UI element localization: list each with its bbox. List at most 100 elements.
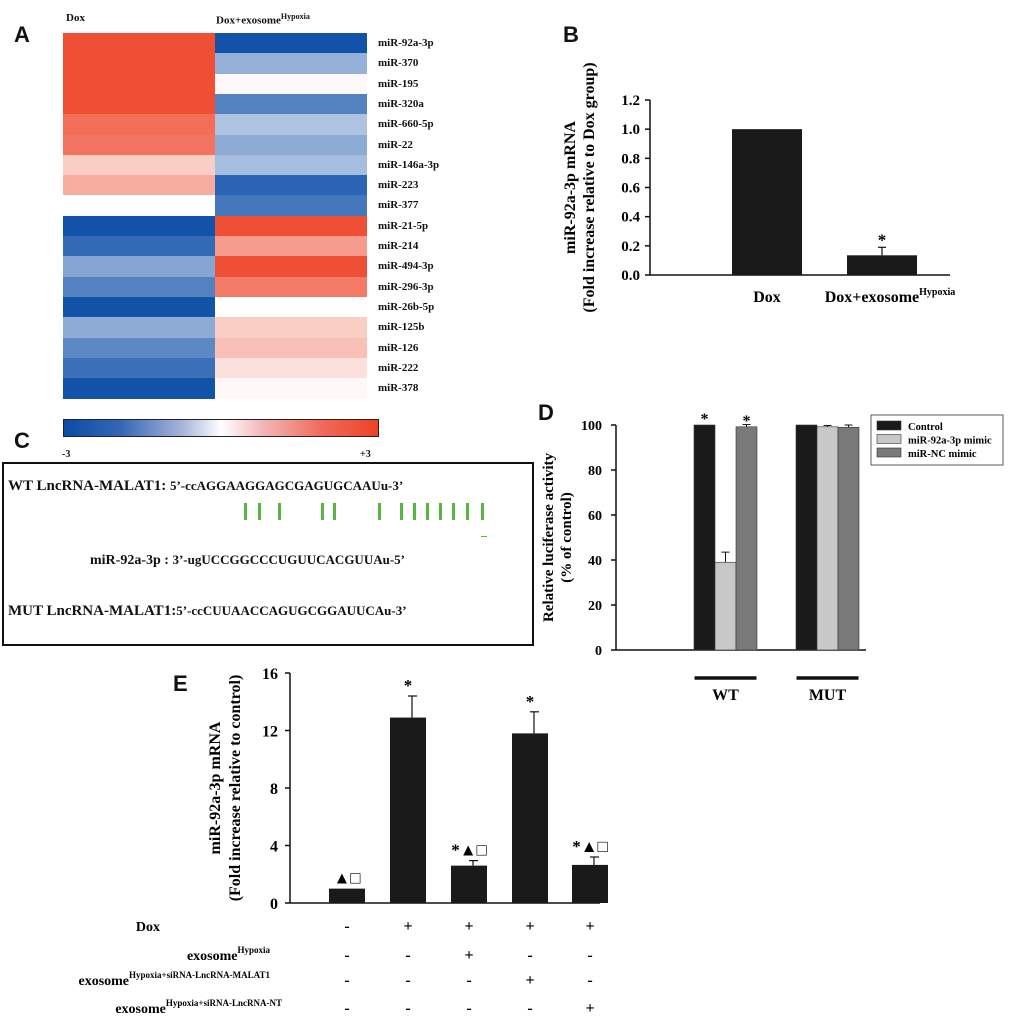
base-pair-line (481, 503, 484, 520)
significance-mark: * (878, 230, 887, 249)
condition-sign: - (405, 1000, 410, 1017)
condition-sign: + (464, 918, 473, 935)
bar (329, 888, 365, 903)
heatmap-cell (63, 195, 215, 217)
heatmap-cell (63, 357, 215, 379)
heatmap-cell (63, 296, 215, 318)
chart-e: 0 4 8 12 16 ▲□ * *▲□ * *▲□ miR-92a-3p mRNA (Fold in… (78, 666, 608, 1017)
category-label: Dox (753, 289, 781, 306)
mut-sequence-label: MUT LncRNA-MALAT1: (8, 603, 177, 619)
tick-label-y: 80 (588, 464, 602, 479)
color-scale-min-label: -3 (62, 449, 71, 460)
heatmap-cell (63, 256, 215, 278)
heatmap-row-label: miR-370 (378, 57, 419, 70)
mut-sequence: 5’-ccCUUAACCAGUGCGGAUUCAu-3’ (176, 603, 407, 618)
base-pair-line (400, 503, 403, 520)
condition-sign: - (466, 1000, 471, 1017)
heatmap-row-label: miR-195 (378, 77, 419, 90)
base-pair-line (321, 503, 324, 520)
tick-label-y: 0.0 (621, 268, 640, 284)
heatmap-cell (63, 317, 215, 339)
color-scale-max-label: +3 (360, 449, 371, 460)
bar (512, 733, 548, 903)
condition-sign: + (585, 1000, 594, 1017)
bar (795, 424, 818, 651)
condition-sign: + (585, 918, 594, 935)
heatmap-cell (63, 93, 215, 115)
tick-label-y: 0 (595, 644, 602, 659)
tick-label-y: 8 (270, 781, 278, 798)
tick-label-y: 0.8 (621, 151, 640, 167)
heatmap-cell (215, 378, 367, 399)
heatmap-cell (215, 256, 367, 278)
heatmap-row-label: miR-26b-5p (378, 300, 435, 313)
significance-mark: * (404, 676, 413, 695)
condition-sign: - (527, 1000, 532, 1017)
base-pair-line (244, 503, 247, 520)
panel-letter-a: A (14, 22, 30, 47)
condition-sign: - (587, 947, 592, 964)
tick-label-y: 16 (262, 666, 278, 683)
axis-label-y: miR-92a-3p mRNA (562, 121, 579, 254)
heatmap-cell (215, 175, 367, 196)
base-pair-line (333, 503, 336, 520)
condition-label: exosomeHypoxia+siRNA-LncRNA-MALAT1 (78, 970, 270, 989)
heatmap-cell (215, 114, 367, 136)
bar (847, 255, 917, 275)
mir-sequence-label: miR-92a-3p : (90, 553, 169, 568)
heatmap-cell (63, 236, 215, 257)
tick-label-y: 60 (588, 509, 602, 524)
heatmap-row-label: miR-214 (378, 240, 419, 252)
heatmap-row-label: miR-377 (378, 199, 419, 212)
base-pair-line (452, 503, 455, 520)
group-label: MUT (809, 687, 847, 704)
heatmap-row-label: miR-126 (378, 341, 419, 354)
base-pair-dash (481, 536, 487, 537)
legend: Control miR-92a-3p mimic miR-NC mimic (870, 414, 1004, 466)
significance-mark: *▲□ (572, 837, 608, 856)
heatmap-cell (63, 73, 215, 95)
heatmap-row-label: miR-21-5p (378, 219, 429, 232)
condition-sign: - (344, 972, 349, 989)
panel-letter-c: C (14, 428, 30, 453)
heatmap-cell (63, 154, 215, 176)
heatmap-cell (215, 53, 367, 75)
condition-label: exosomeHypoxia (187, 945, 271, 964)
heatmap-cell (63, 53, 215, 75)
significance-mark: *▲□ (451, 841, 487, 860)
base-pair-line (426, 503, 429, 520)
heatmap-cell (215, 296, 367, 318)
bar (816, 426, 839, 651)
axis-label-y: miR-92a-3p mRNA (207, 721, 224, 854)
axis-label-y-sub: (Fold increase relative to Dox group) (581, 62, 598, 312)
condition-sign: + (464, 947, 473, 964)
condition-sign: - (466, 972, 471, 989)
base-pair-line (439, 503, 442, 520)
condition-sign: - (527, 947, 532, 964)
heatmap-cell (215, 357, 367, 379)
base-pair-line (466, 503, 469, 520)
condition-label: Dox (136, 920, 160, 935)
significance-mark: * (526, 692, 535, 711)
heatmap-cell (215, 236, 367, 257)
axis-label-y-sub: (Fold increase relative to control) (227, 675, 244, 902)
legend-swatch (876, 434, 902, 444)
base-pair-line (258, 503, 261, 520)
mir-sequence-row: miR-92a-3p : 3’-ugUCCGGCCCUGUUCACGUUAu-5… (90, 552, 405, 569)
base-pair-line (278, 503, 281, 520)
tick-label-y: 100 (581, 419, 602, 434)
axis-label-y-sub: (% of control) (559, 492, 575, 583)
heatmap-cell (63, 114, 215, 136)
significance-mark: * (743, 413, 751, 430)
wt-sequence-label: WT LncRNA-MALAT1: (8, 478, 167, 494)
heatmap-cell (215, 215, 367, 237)
sequence-box (2, 462, 534, 646)
heatmap-cell (215, 33, 367, 54)
legend-label: miR-92a-3p mimic (908, 436, 992, 447)
bar (451, 865, 487, 903)
wt-sequence-row: WT LncRNA-MALAT1: 5’-ccAGGAAGGAGCGAGUGCA… (8, 478, 403, 495)
tick-label-y: 0.6 (621, 181, 640, 197)
panel-letter-d: D (538, 400, 554, 425)
heatmap-cell (63, 337, 215, 359)
heatmap-cell (63, 378, 215, 399)
